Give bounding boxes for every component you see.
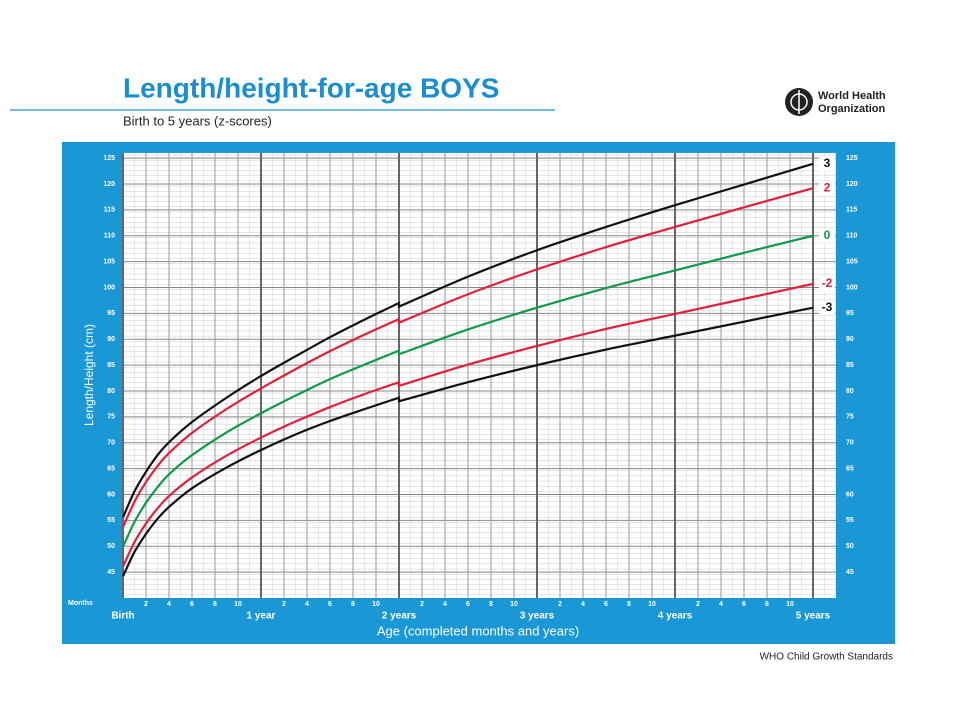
y-tick-label: 85 [107,362,115,369]
y-tick-label: 95 [107,310,115,317]
x-tick-label-year: 5 years [796,611,831,622]
y-tick-label-right: 50 [846,543,854,550]
logo-text: World Health [818,90,886,102]
x-tick-label-year: 4 years [658,611,693,622]
x-axis-title: Age (completed months and years) [377,623,579,638]
y-tick-label-right: 115 [846,207,857,214]
x-tick-label: 4 [719,601,723,608]
y-tick-label: 80 [107,388,115,395]
logo-text: Organization [818,103,886,115]
y-tick-label: 50 [107,543,115,550]
series-label-bg [819,276,835,291]
legend-label: -2 [822,276,833,290]
y-tick-label-right: 80 [846,388,854,395]
y-tick-label: 105 [103,258,115,265]
x-tick-label: 6 [742,601,746,608]
x-tick-label-year: 1 year [247,611,276,622]
x-tick-label: 8 [489,601,493,608]
y-tick-label-right: 100 [846,284,858,291]
x-tick-label: 8 [765,601,769,608]
y-tick-label-right: 60 [846,491,854,498]
x-tick-label-year: Birth [111,611,134,622]
legend-label: 0 [824,228,831,242]
y-tick-label-right: 95 [846,310,854,317]
x-tick-label: 6 [604,601,608,608]
subtitle: Birth to 5 years (z-scores) [123,113,272,128]
x-tick-label: 2 [696,601,700,608]
y-tick-label-right: 75 [846,414,854,421]
x-tick-label: 2 [144,601,148,608]
x-tick-label: 2 [282,601,286,608]
x-tick-label: 6 [328,601,332,608]
series-line [122,234,814,548]
y-tick-label: 100 [103,284,115,291]
x-tick-label: 2 [420,601,424,608]
series-label-bg [819,181,835,196]
series-label-bg [819,156,835,171]
x-tick-label: 10 [510,601,518,608]
legend-label: 2 [824,180,831,194]
legend-label: 3 [824,156,831,170]
series-label-bg [819,228,835,243]
series-line [122,306,814,577]
y-tick-label-right: 55 [846,517,854,524]
x-tick-label: 8 [627,601,631,608]
x-tick-label-year: 3 years [520,611,555,622]
x-tick-label-year: 2 years [382,611,417,622]
x-tick-label: 6 [190,601,194,608]
logo: World Health Organization [785,88,886,116]
source-note: WHO Child Growth Standards [760,652,893,663]
x-tick-label: 10 [234,601,242,608]
y-tick-label: 110 [104,233,115,240]
x-tick-label: 8 [351,601,355,608]
x-tick-label: 8 [213,601,217,608]
y-tick-label: 120 [103,181,115,188]
y-tick-label: 65 [107,465,115,472]
y-tick-label-right: 45 [846,569,854,576]
x-tick-label: 10 [372,601,380,608]
x-tick-label: 4 [167,601,171,608]
chart-title: Length/height-for-age BOYS [123,72,499,103]
x-tick-label: 4 [443,601,447,608]
y-tick-label-right: 85 [846,362,854,369]
series-label-bg [819,300,835,315]
y-tick-label: 125 [103,155,115,162]
y-tick-label-right: 105 [846,258,858,265]
y-tick-label: 55 [107,517,115,524]
y-tick-label: 90 [107,336,115,343]
y-tick-label-right: 90 [846,336,854,343]
x-tick-label: 2 [558,601,562,608]
y-axis-title: Length/Height (cm) [82,324,96,426]
x-tick-label: 4 [305,601,309,608]
y-tick-label-right: 110 [846,233,857,240]
y-tick-label-right: 120 [846,181,858,188]
y-tick-label: 70 [107,440,115,447]
y-tick-label: 75 [107,414,115,421]
y-tick-label-right: 125 [846,155,858,162]
series-line [121,187,814,528]
x-tick-label: 4 [581,601,585,608]
x-tick-label: 10 [648,601,656,608]
plot: 3 2 0 -2 -3 [121,152,836,598]
y-tick-label-right: 70 [846,440,854,447]
y-tick-label: 115 [104,207,115,214]
series-line [122,282,814,567]
series-line [121,162,814,518]
legend-label: -3 [822,300,833,314]
x-tick-label: 10 [786,601,794,608]
y-tick-label: 60 [107,491,115,498]
x-tick-label: 6 [466,601,470,608]
x-unit-label: Months [68,600,93,607]
minor-grid [123,152,836,598]
y-tick-label: 45 [107,569,115,576]
y-tick-label-right: 65 [846,465,854,472]
